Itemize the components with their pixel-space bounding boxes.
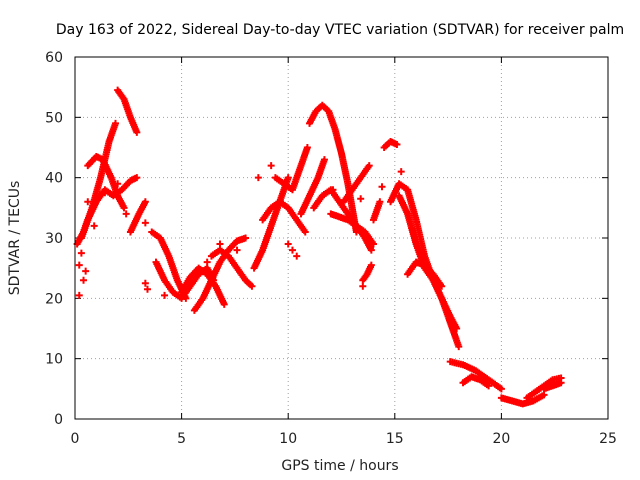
data-point (497, 385, 505, 393)
data-point (141, 198, 149, 206)
data-point (254, 174, 262, 182)
data-point (114, 180, 122, 188)
data-point (301, 228, 309, 236)
data-point (101, 189, 109, 197)
y-tick-label: 0 (54, 412, 63, 428)
data-point (143, 285, 151, 293)
data-point (120, 204, 128, 212)
data-point (397, 168, 405, 176)
x-tick-label: 10 (279, 431, 297, 447)
data-point (133, 174, 141, 182)
data-point (378, 183, 386, 191)
data-point (367, 261, 375, 269)
data-point (77, 249, 85, 257)
y-tick-label: 40 (45, 171, 63, 187)
y-tick-label: 20 (45, 291, 63, 307)
data-point (359, 282, 367, 290)
y-tick-label: 60 (45, 50, 63, 66)
x-tick-label: 5 (177, 431, 186, 447)
data-point (141, 279, 149, 287)
data-point (75, 261, 83, 269)
data-point (376, 198, 384, 206)
data-point (357, 195, 365, 203)
y-tick-label: 10 (45, 352, 63, 368)
data-point (242, 234, 250, 242)
chart-title: Day 163 of 2022, Sidereal Day-to-day VTE… (56, 22, 624, 38)
x-tick-label: 20 (492, 431, 510, 447)
data-point (393, 140, 401, 148)
data-point (365, 162, 373, 170)
data-point (540, 391, 548, 399)
data-point (485, 382, 493, 390)
data-point (122, 210, 130, 218)
data-point (369, 240, 377, 248)
data-point (329, 186, 337, 194)
data-point (161, 291, 169, 299)
data-point (267, 162, 275, 170)
data-point (284, 174, 292, 182)
data-point (367, 246, 375, 254)
data-point (112, 119, 120, 127)
x-tick-label: 0 (71, 431, 80, 447)
x-tick-label: 15 (386, 431, 404, 447)
data-point (248, 282, 256, 290)
grid-layer (75, 57, 608, 419)
data-points (73, 86, 565, 408)
data-point (303, 144, 311, 151)
data-point (220, 300, 228, 308)
y-tick-label: 50 (45, 110, 63, 126)
data-point (293, 252, 301, 260)
data-point (284, 240, 292, 248)
data-point (203, 258, 211, 266)
data-point (455, 343, 463, 351)
data-point (233, 246, 241, 254)
x-tick-label: 25 (599, 431, 617, 447)
data-point (557, 379, 565, 387)
data-point (84, 198, 92, 206)
data-point (141, 219, 149, 227)
y-axis-label: SDTVAR / TECUs (7, 181, 23, 296)
data-point (75, 291, 83, 299)
data-point (82, 267, 90, 275)
data-point (438, 282, 446, 290)
data-point (80, 276, 88, 284)
data-point (216, 240, 224, 248)
data-point (90, 222, 98, 230)
y-tick-label: 30 (45, 231, 63, 247)
data-point (133, 128, 141, 136)
x-axis-label: GPS time / hours (281, 458, 398, 474)
data-point (320, 156, 328, 164)
plot-frame (74, 56, 609, 420)
data-point (288, 246, 296, 254)
